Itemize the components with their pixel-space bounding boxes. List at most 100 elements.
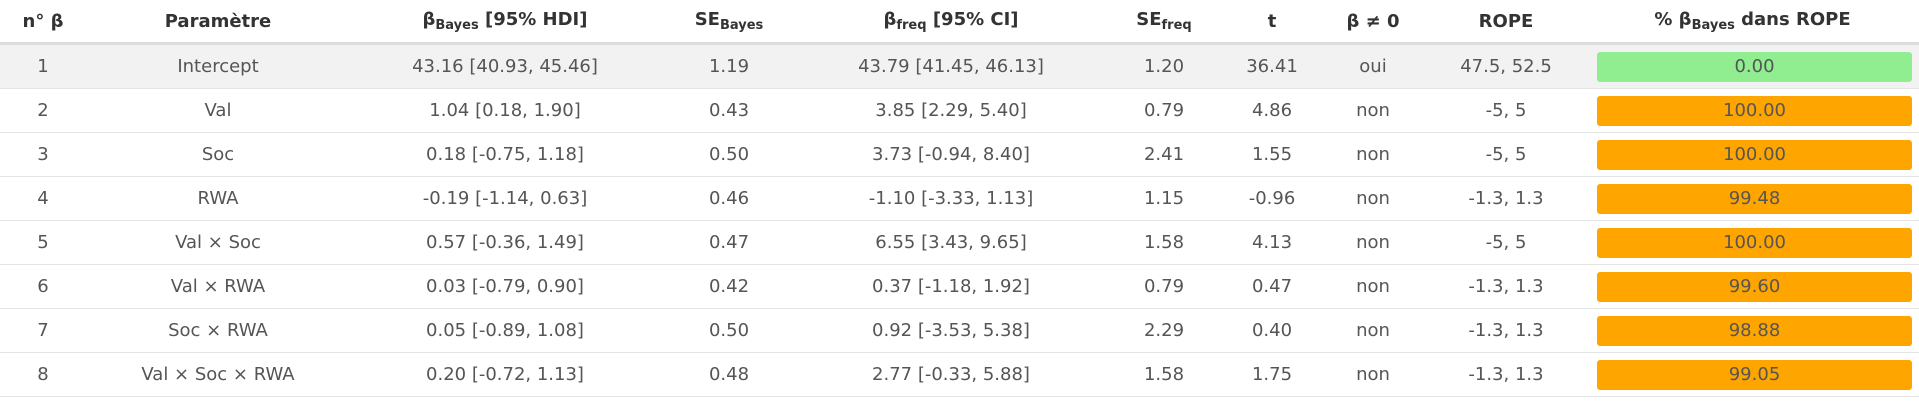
table-cell: 1.20: [1104, 43, 1224, 89]
table-cell: non: [1320, 308, 1426, 353]
table-cell: 0.47: [1224, 264, 1320, 309]
table-cell: -5, 5: [1426, 132, 1586, 177]
rope-percent-badge: 99.05: [1597, 359, 1912, 390]
table-cell: 99.48: [1586, 176, 1919, 221]
table-cell: 2.29: [1104, 308, 1224, 353]
table-cell: 3.73 [-0.94, 8.40]: [798, 132, 1104, 177]
table-cell: 0.03 [-0.79, 0.90]: [350, 264, 660, 309]
table-cell: 0.37 [-1.18, 1.92]: [798, 264, 1104, 309]
table-row: 6 Val × RWA 0.03 [-0.79, 0.90] 0.42 0.37 [-1…: [0, 264, 1919, 309]
table-row: 3 Soc 0.18 [-0.75, 1.18] 0.50 3.73 [-0.94, 8…: [0, 132, 1919, 177]
header-text: β ≠ 0: [1346, 10, 1400, 32]
rope-percent-badge: 0.00: [1597, 51, 1912, 82]
table-cell: non: [1320, 176, 1426, 221]
table-cell: 0.05 [-0.89, 1.08]: [350, 308, 660, 353]
table-cell: 0.42: [660, 264, 798, 309]
table-cell: 43.79 [41.45, 46.13]: [798, 43, 1104, 89]
table-cell: Soc: [86, 132, 350, 177]
table-cell: 0.48: [660, 352, 798, 397]
rope-percent-badge: 100.00: [1597, 139, 1912, 170]
table-row: 7 Soc × RWA 0.05 [-0.89, 1.08] 0.50 0.92 [-3…: [0, 308, 1919, 353]
table-cell: -0.19 [-1.14, 0.63]: [350, 176, 660, 221]
table-row: 2 Val 1.04 [0.18, 1.90] 0.43 3.85 [2.29, 5.4…: [0, 88, 1919, 133]
header-text: SE: [1136, 9, 1162, 30]
table-cell: 0.50: [660, 308, 798, 353]
header-text: dans ROPE: [1734, 9, 1851, 30]
table-cell: non: [1320, 88, 1426, 133]
header-subscript: Bayes: [719, 18, 764, 33]
header-text: [95% HDI]: [478, 9, 588, 30]
table-cell: 0.46: [660, 176, 798, 221]
table-cell: 0.57 [-0.36, 1.49]: [350, 220, 660, 265]
table-cell: 99.60: [1586, 264, 1919, 309]
rope-percent-badge: 98.88: [1597, 315, 1912, 346]
table-cell: non: [1320, 264, 1426, 309]
table-cell: 2.41: [1104, 132, 1224, 177]
header-cell: n° β: [0, 0, 86, 45]
table-cell: 0.40: [1224, 308, 1320, 353]
table-cell: 47.5, 52.5: [1426, 43, 1586, 89]
header-cell: β ≠ 0: [1320, 0, 1426, 45]
table-cell: Val × Soc: [86, 220, 350, 265]
table-cell: 5: [0, 220, 86, 265]
table-cell: 99.05: [1586, 352, 1919, 397]
table-cell: 4.13: [1224, 220, 1320, 265]
table-cell: 0.18 [-0.75, 1.18]: [350, 132, 660, 177]
table-cell: 0.00: [1586, 43, 1919, 89]
table-cell: RWA: [86, 176, 350, 221]
header-text: SE: [694, 9, 720, 30]
table-cell: 98.88: [1586, 308, 1919, 353]
table-cell: Soc × RWA: [86, 308, 350, 353]
header-text: [95% CI]: [926, 9, 1019, 30]
table-cell: 6: [0, 264, 86, 309]
table-cell: 1.55: [1224, 132, 1320, 177]
table-cell: 2: [0, 88, 86, 133]
header-cell: SEBayes: [660, 0, 798, 45]
table-cell: 0.79: [1104, 264, 1224, 309]
table-cell: Val × Soc × RWA: [86, 352, 350, 397]
header-subscript: freq: [896, 18, 927, 33]
table-cell: Intercept: [86, 43, 350, 89]
table-cell: 2.77 [-0.33, 5.88]: [798, 352, 1104, 397]
header-cell: SEfreq: [1104, 0, 1224, 45]
header-row: n° β Paramètre βBayes [95% HDI] SEBayes βfre…: [0, 0, 1919, 45]
table-cell: Val: [86, 88, 350, 133]
rope-percent-badge: 99.60: [1597, 271, 1912, 302]
header-cell: βBayes [95% HDI]: [350, 0, 660, 45]
table-cell: -5, 5: [1426, 220, 1586, 265]
header-text: % β: [1654, 9, 1692, 30]
header-text: β: [883, 9, 897, 30]
table-cell: non: [1320, 132, 1426, 177]
table-row: 8 Val × Soc × RWA 0.20 [-0.72, 1.13] 0.48 2.…: [0, 352, 1919, 397]
table-row: 5 Val × Soc 0.57 [-0.36, 1.49] 0.47 6.55 [3.…: [0, 220, 1919, 265]
table-cell: 100.00: [1586, 220, 1919, 265]
table-cell: non: [1320, 220, 1426, 265]
table-cell: 4.86: [1224, 88, 1320, 133]
rope-percent-badge: 100.00: [1597, 227, 1912, 258]
table-cell: 4: [0, 176, 86, 221]
table-body: 1 Intercept 43.16 [40.93, 45.46] 1.19 43.79 …: [0, 43, 1919, 397]
table-cell: -1.3, 1.3: [1426, 176, 1586, 221]
table-cell: -1.3, 1.3: [1426, 308, 1586, 353]
table-cell: -5, 5: [1426, 88, 1586, 133]
table-cell: 0.50: [660, 132, 798, 177]
table-cell: 1.58: [1104, 352, 1224, 397]
table-cell: 0.79: [1104, 88, 1224, 133]
table-row: 4 RWA -0.19 [-1.14, 0.63] 0.46 -1.10 [-3.33,…: [0, 176, 1919, 221]
rope-percent-badge: 100.00: [1597, 95, 1912, 126]
table-cell: -0.96: [1224, 176, 1320, 221]
table-cell: 0.92 [-3.53, 5.38]: [798, 308, 1104, 353]
table-cell: 1.58: [1104, 220, 1224, 265]
table-cell: 1: [0, 43, 86, 89]
header-text: ROPE: [1478, 10, 1534, 32]
header-cell: ROPE: [1426, 0, 1586, 45]
header-text: n° β: [22, 10, 64, 32]
header-text: Paramètre: [164, 10, 272, 32]
table-cell: 6.55 [3.43, 9.65]: [798, 220, 1104, 265]
table-cell: 3: [0, 132, 86, 177]
table-cell: 43.16 [40.93, 45.46]: [350, 43, 660, 89]
table-cell: -1.10 [-3.33, 1.13]: [798, 176, 1104, 221]
table-cell: 3.85 [2.29, 5.40]: [798, 88, 1104, 133]
table-cell: 1.19: [660, 43, 798, 89]
